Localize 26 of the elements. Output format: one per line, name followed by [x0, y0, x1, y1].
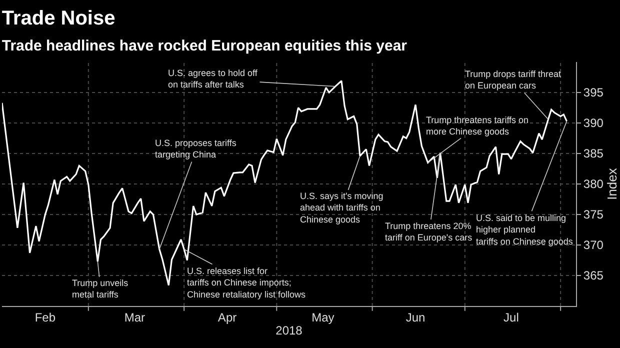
annotation: U.S. releases list for tariffs on Chinese imports; Chinese retaliatory list follows	[187, 266, 306, 300]
chart-title: Trade Noise	[2, 7, 116, 30]
annotation: Trump drops tariff threat on European cars	[465, 69, 562, 91]
y-tick-label: 395	[583, 86, 604, 100]
y-tick-label: 370	[583, 238, 604, 252]
x-axis-title: 2018	[276, 323, 303, 338]
annotation: U.S. agrees to hold off on tariffs after talks	[168, 68, 258, 90]
y-tick-label: 365	[583, 268, 604, 283]
x-tick-label: Apr	[218, 310, 237, 324]
annotation: Trump unveils metal tariffs	[72, 278, 129, 300]
annotation: Trump threatens tariffs on more Chinese goods	[426, 115, 529, 137]
annotation: U.S. proposes tariffs targeting China	[155, 138, 237, 160]
annotation: Trump threatens 20% tariff on Europe's cars	[385, 221, 473, 243]
x-tick-label: May	[312, 310, 334, 324]
annotation: U.S. says it's moving ahead with tariffs on Chinese goods	[300, 191, 384, 224]
x-tick-label: Mar	[124, 310, 146, 324]
annotation: U.S. said to be mulling higher planned tariffs on Chinese goods	[476, 213, 574, 246]
y-axis-title: Index	[604, 168, 620, 200]
y-tick-label: 375	[583, 208, 604, 222]
y-tick-label: 390	[583, 116, 604, 130]
chart-subtitle: Trade headlines have rocked European equities this year	[2, 37, 408, 54]
y-tick-label: 380	[583, 177, 604, 192]
y-tick-label: 385	[583, 146, 604, 161]
x-tick-label: Feb	[34, 310, 56, 324]
x-tick-label: Jun	[406, 310, 426, 324]
x-tick-label: Jul	[504, 310, 519, 324]
